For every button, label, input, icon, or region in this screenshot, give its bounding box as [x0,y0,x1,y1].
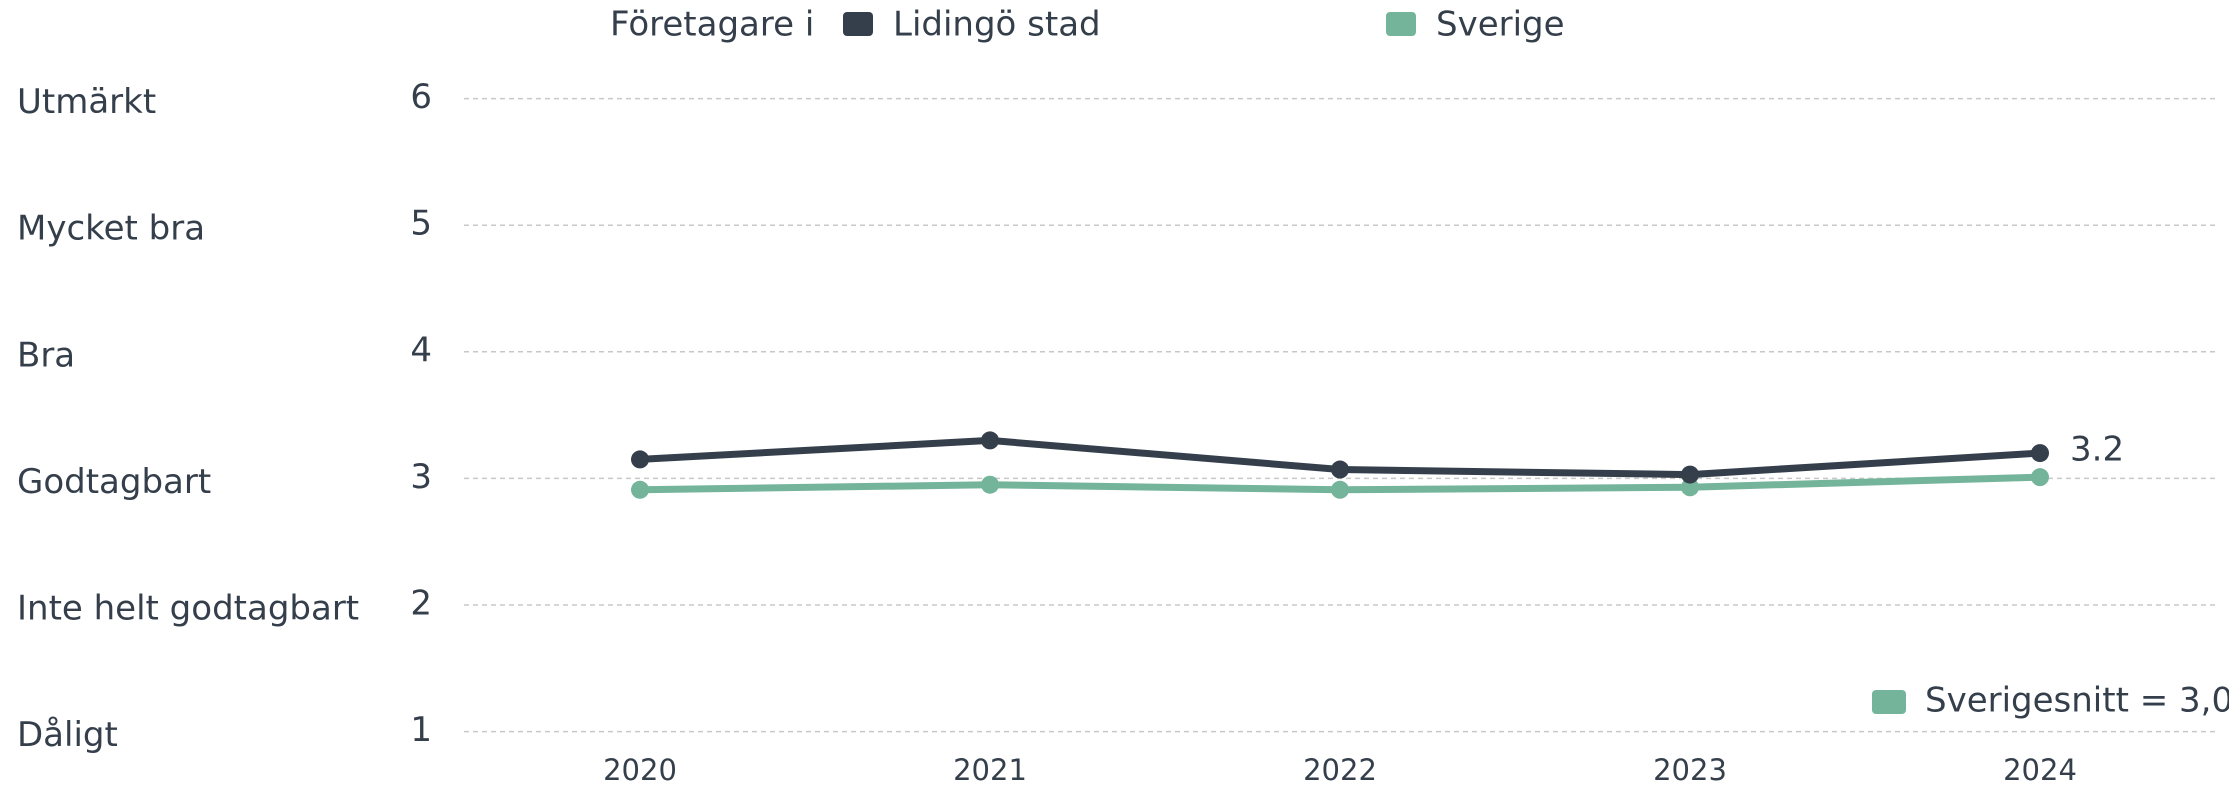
x-tick-label: 2020 [603,753,677,783]
y-tick-label: 3 [410,457,432,497]
data-point [981,475,999,494]
y-level-label: Utmärkt [17,82,156,122]
y-level-label: Godtagbart [17,462,211,502]
x-tick-label: 2021 [953,753,1027,783]
data-point [631,450,649,469]
data-point [2031,444,2049,463]
y-tick-label: 2 [410,584,432,624]
legend-label: Sverige [1436,5,1565,45]
x-tick-label: 2024 [2003,753,2077,783]
y-level-label: Bra [17,335,75,375]
legend-swatch [843,12,873,36]
x-tick-label: 2023 [1653,753,1727,783]
legend-label: Lidingö stad [893,5,1101,45]
data-point [1681,465,1699,484]
y-tick-label: 5 [410,204,432,244]
data-point [2031,468,2049,487]
y-level-label: Inte helt godtagbart [17,589,359,629]
annotation: Sverigesnitt = 3,0 [1925,681,2229,721]
y-tick-label: 4 [410,330,432,370]
y-tick-label: 6 [410,77,432,117]
legend-swatch [1386,12,1416,36]
data-point [631,480,649,499]
y-level-label: Dåligt [17,715,118,755]
y-tick-label: 1 [410,710,432,750]
data-label: 3.2 [2070,430,2124,470]
legend-title: Företagare i [610,5,814,45]
data-point [1681,478,1699,497]
y-level-label: Mycket bra [17,209,205,249]
data-point [1331,460,1349,479]
data-point [1331,480,1349,499]
x-tick-label: 2022 [1303,753,1377,783]
data-point [981,431,999,450]
annotation-swatch [1872,690,1906,714]
